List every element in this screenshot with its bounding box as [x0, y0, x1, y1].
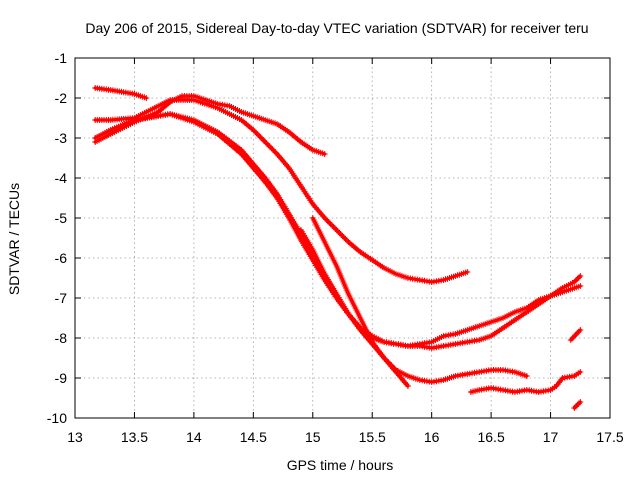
- x-tick-label: 14.5: [240, 429, 267, 445]
- x-tick-label: 17: [543, 429, 559, 445]
- x-tick-label: 13: [67, 429, 83, 445]
- axis-ticks: [74, 57, 611, 419]
- x-tick-label: 15.5: [359, 429, 386, 445]
- x-tick-label: 16.5: [477, 429, 504, 445]
- series-sat-j: [571, 399, 584, 411]
- y-tick-label: -10: [47, 410, 67, 426]
- x-tick-label: 17.5: [596, 429, 623, 445]
- series-markers: [297, 227, 411, 389]
- series-line: [311, 216, 529, 384]
- series-markers: [567, 327, 584, 343]
- y-tick-label: -9: [55, 370, 68, 386]
- series-sat-h: [467, 369, 584, 395]
- y-tick-label: -6: [55, 250, 68, 266]
- series-sat-a: [92, 85, 150, 101]
- x-tick-labels: 13 13.5 14 14.5 15 15.5 16 16.5 17 17.5: [67, 429, 624, 445]
- series-sat-c: [92, 97, 471, 285]
- series-markers: [571, 399, 584, 411]
- series-sat-g: [297, 227, 411, 389]
- y-tick-label: -5: [55, 210, 68, 226]
- series-markers: [92, 85, 150, 101]
- y-tick-label: -2: [55, 90, 68, 106]
- y-tick-label: -8: [55, 330, 68, 346]
- plot-frame: [74, 57, 611, 419]
- x-tick-label: 13.5: [121, 429, 148, 445]
- x-axis-label: GPS time / hours: [287, 457, 394, 473]
- series-markers: [92, 97, 471, 285]
- gridlines: [75, 58, 610, 418]
- x-tick-label: 14: [186, 429, 202, 445]
- y-tick-label: -7: [55, 290, 68, 306]
- y-tick-label: -1: [55, 50, 68, 66]
- series-sat-i: [567, 327, 584, 343]
- y-tick-labels: -1 -2 -3 -4 -5 -6 -7 -8 -9 -10: [47, 50, 67, 426]
- x-tick-label: 15: [305, 429, 321, 445]
- data-series: [92, 85, 584, 411]
- y-tick-label: -3: [55, 130, 68, 146]
- y-tick-label: -4: [55, 170, 68, 186]
- y-axis-label: SDTVAR / TECUs: [6, 183, 22, 295]
- x-tick-label: 16: [424, 429, 440, 445]
- chart-title: Day 206 of 2015, Sidereal Day-to-day VTE…: [85, 20, 588, 36]
- series-markers: [467, 369, 584, 395]
